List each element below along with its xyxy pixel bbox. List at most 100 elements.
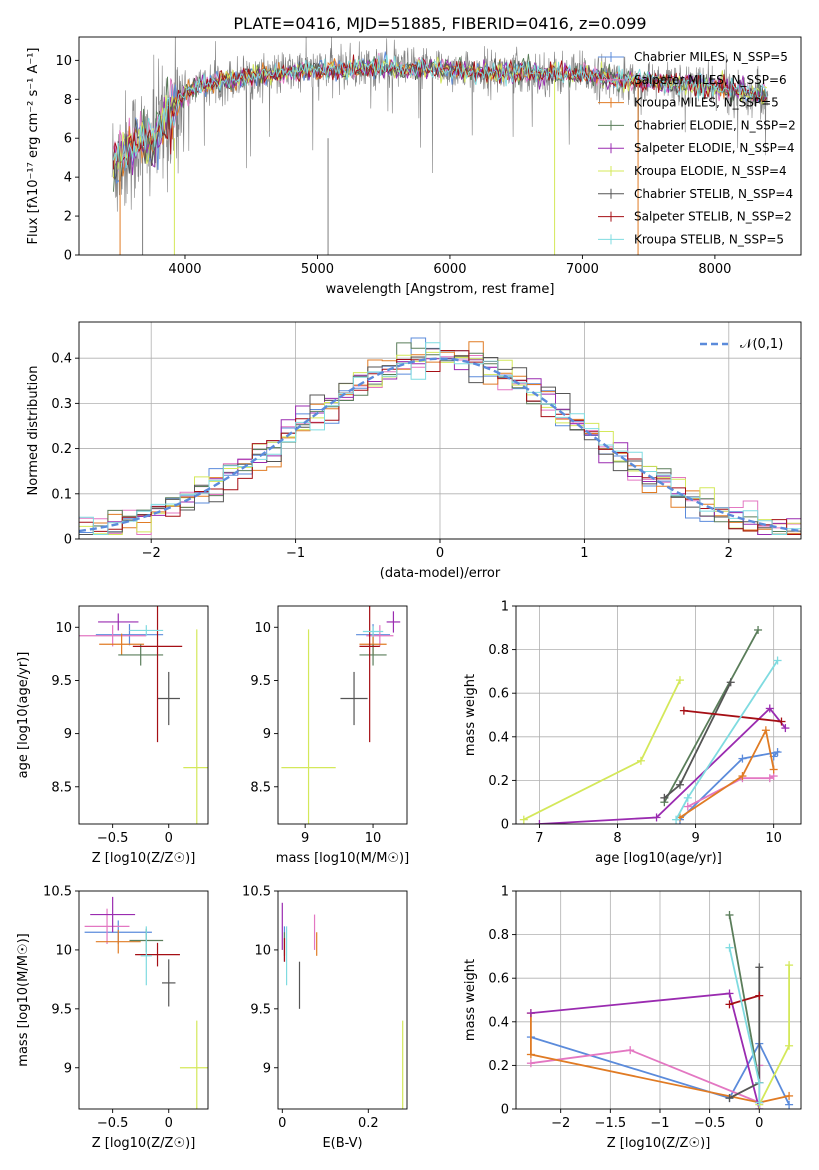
y-tick-label: 0.3	[51, 397, 72, 412]
panel-age-vs-Z: −0.5 0 8.5 9 9.5 10 Z [log10(Z/Z☉)] age [log10(…	[16, 605, 209, 866]
y-tick-label: 10	[254, 943, 271, 958]
x-tick-label: −0.5	[97, 831, 129, 846]
axes-frame	[78, 890, 209, 1110]
y-tick-label: 1	[501, 885, 509, 900]
x-tick-label: 0	[436, 546, 444, 561]
x-tick-label: 0	[165, 831, 173, 846]
y-tick-label: 8	[64, 93, 72, 108]
y-tick-label: 10.5	[242, 885, 271, 900]
observed-spectrum	[111, 37, 769, 212]
y-tick-label: 6	[64, 132, 72, 147]
data-point	[140, 926, 152, 986]
weight-point	[781, 724, 790, 733]
y-tick-label: 10	[55, 54, 72, 69]
weight-point	[519, 815, 528, 824]
legend-label: Chabrier MILES, N_SSP=5	[634, 50, 788, 64]
y-tick-label: 0	[501, 1103, 509, 1118]
data-point	[183, 629, 208, 824]
weight-point	[526, 1050, 535, 1059]
weight-point	[755, 1078, 764, 1087]
normal-curve	[79, 357, 801, 533]
weight-series-line	[523, 679, 681, 821]
y-tick-label: 0.8	[488, 928, 509, 943]
y-tick-label: 9	[263, 727, 271, 742]
weight-point	[773, 656, 782, 665]
x-axis-label: age [log10(age/yr)]	[595, 851, 722, 866]
y-tick-label: 9	[263, 1061, 271, 1076]
legend-label: Salpeter STELIB, N_SSP=2	[634, 210, 792, 224]
y-tick-label: 4	[64, 171, 72, 186]
x-tick-label: 8000	[698, 262, 731, 277]
y-tick-label: 0	[64, 249, 72, 264]
x-tick-label: −0.5	[694, 1116, 726, 1131]
x-tick-label: 10	[765, 831, 782, 846]
legend-label: Kroupa ELODIE, N_SSP=4	[634, 164, 787, 178]
data-point	[366, 625, 394, 647]
weight-series-line	[679, 750, 781, 821]
weight-point	[683, 793, 692, 802]
x-tick-label: −1	[650, 1116, 669, 1131]
y-tick-label: 9.5	[51, 1002, 72, 1017]
y-tick-label: 0.8	[488, 643, 509, 658]
x-axis-label: Z [log10(Z/Z☉)]	[607, 1136, 711, 1151]
plot-area	[526, 910, 794, 1109]
x-tick-label: 0	[165, 1116, 173, 1131]
panel-spectrum: 4000 5000 6000 7000 8000 0 2 4 6 8 10 wavelength [A…	[26, 36, 802, 297]
legend-label: Kroupa MILES, N_SSP=5	[634, 96, 779, 110]
weight-series-line	[683, 709, 782, 723]
y-tick-label: 9.5	[250, 1002, 271, 1017]
weight-point	[769, 765, 778, 774]
data-point	[95, 929, 141, 954]
weight-point	[725, 943, 734, 952]
weight-series-line	[539, 707, 787, 824]
weight-point	[755, 1098, 764, 1107]
data-point	[281, 629, 336, 824]
weight-point	[725, 910, 734, 919]
figure-title: PLATE=0416, MJD=51885, FIBERID=0416, z=0…	[233, 14, 646, 33]
x-tick-label: 9	[301, 831, 309, 846]
weight-series-line	[687, 775, 775, 808]
weight-series-line	[663, 629, 759, 803]
y-tick-label: 8.5	[250, 780, 271, 795]
x-tick-label: 0.2	[358, 1116, 379, 1131]
weight-point	[785, 1100, 794, 1109]
axes-frame	[277, 890, 408, 1110]
weight-point	[761, 726, 770, 735]
legend: 𝒩(0,1)	[700, 337, 783, 352]
x-tick-label: 0	[278, 1116, 286, 1131]
weight-series-line	[530, 1013, 790, 1104]
weight-point	[626, 1046, 635, 1055]
axes-frame	[515, 605, 802, 825]
x-tick-label: 7	[535, 831, 543, 846]
plot-area	[79, 606, 208, 824]
panel-weight-vs-Z: −2 −1.5 −1 −0.5 0 0 0.2 0.4 0.6 0.8 1 Z [log10(Z/Z☉…	[463, 885, 802, 1151]
weight-point	[725, 1094, 734, 1103]
data-point	[157, 671, 180, 726]
data-point	[95, 624, 164, 646]
data-point	[99, 633, 145, 655]
data-point	[386, 611, 401, 633]
data-point	[90, 896, 136, 933]
y-tick-label: 1	[501, 600, 509, 615]
data-point	[359, 644, 387, 666]
weight-point	[675, 676, 684, 685]
weight-point	[738, 754, 747, 763]
legend: Chabrier MILES, N_SSP=5 Salpeter MILES, N…	[598, 50, 796, 246]
weight-series-line	[728, 947, 761, 1103]
weight-point	[672, 815, 681, 824]
weight-point	[535, 820, 544, 824]
x-axis-label: wavelength [Angstrom, rest frame]	[326, 282, 555, 297]
weight-point	[725, 989, 734, 998]
x-tick-label: 4000	[168, 262, 201, 277]
y-tick-label: 0.6	[488, 972, 509, 987]
x-axis-label: (data-model)/error	[380, 566, 501, 581]
data-point	[362, 626, 384, 637]
weight-point	[652, 813, 661, 822]
weight-point	[785, 1041, 794, 1050]
weight-series-line	[729, 994, 760, 1006]
y-tick-label: 10	[55, 621, 72, 636]
axes-frame	[78, 605, 209, 825]
plot-area	[281, 606, 401, 824]
data-point	[135, 942, 180, 967]
